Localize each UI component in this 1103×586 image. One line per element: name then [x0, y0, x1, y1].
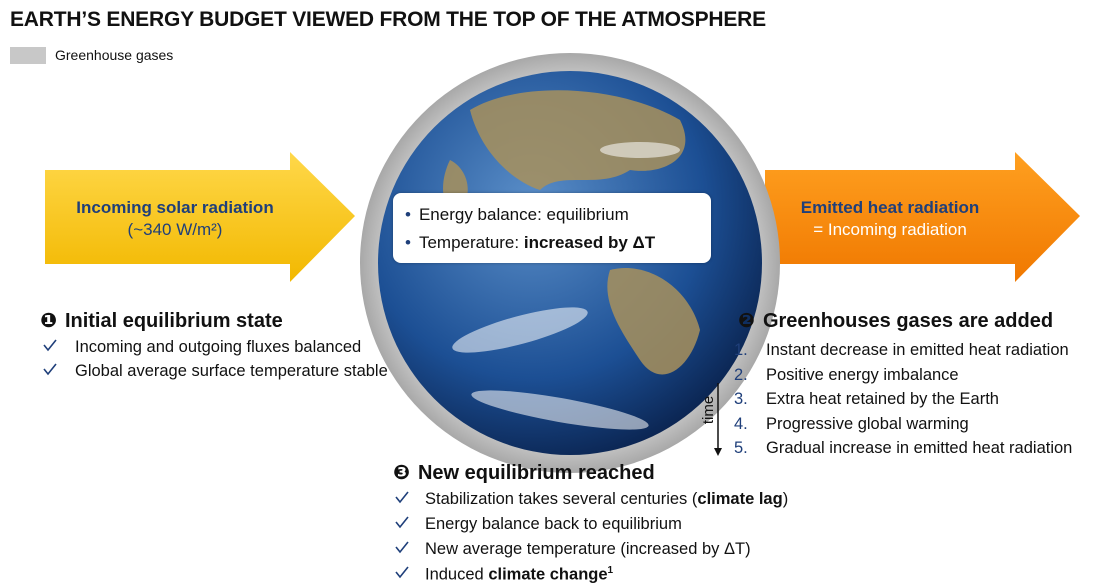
- time-arrow-head: [714, 448, 722, 456]
- section-title: ❶ Initial equilibrium state: [40, 308, 283, 333]
- center-line: •Temperature: increased by ΔT: [405, 233, 655, 253]
- numbered-item: 5.Gradual increase in emitted heat radia…: [734, 436, 1072, 461]
- incoming-value: (~340 W/m²): [45, 219, 305, 241]
- center-box: •Energy balance: equilibrium •Temperatur…: [393, 193, 711, 263]
- footnote-ref: 1: [608, 565, 614, 576]
- numbered-list: 1.Instant decrease in emitted heat radia…: [734, 338, 1072, 461]
- section-title: ❷ Greenhouses gases are added: [738, 308, 1053, 333]
- time-label: time: [700, 396, 717, 424]
- item-number: 1.: [734, 338, 766, 363]
- item-text: Extra heat retained by the Earth: [766, 390, 999, 408]
- numbered-item: 3.Extra heat retained by the Earth: [734, 387, 1072, 412]
- item-number: 5.: [734, 436, 766, 461]
- item-number: 2.: [734, 363, 766, 388]
- section-heading: Initial equilibrium state: [65, 310, 283, 332]
- incoming-title: Incoming solar radiation: [45, 197, 305, 219]
- center-text-bold: increased by ΔT: [524, 233, 655, 252]
- list-item: Energy balance back to equilibrium: [425, 515, 682, 534]
- numbered-item: 4.Progressive global warming: [734, 412, 1072, 437]
- title: EARTH’S ENERGY BUDGET VIEWED FROM THE TO…: [10, 8, 766, 32]
- item-text: Instant decrease in emitted heat radiati…: [766, 341, 1069, 359]
- emitted-arrow-text: Emitted heat radiation = Incoming radiat…: [765, 197, 1015, 241]
- legend-swatch: [10, 47, 46, 64]
- item-text: Induced: [425, 566, 488, 584]
- list-item: Incoming and outgoing fluxes balanced: [75, 338, 361, 357]
- item-text: Gradual increase in emitted heat radiati…: [766, 439, 1072, 457]
- list-item: Global average surface temperature stabl…: [75, 362, 388, 381]
- item-number: 4.: [734, 412, 766, 437]
- item-text: ): [783, 490, 789, 508]
- item-text: Stabilization takes several centuries (: [425, 490, 697, 508]
- page: time EARTH’S ENERGY BUDGET VIEWED FROM T…: [0, 0, 1103, 586]
- section-marker: ❸: [393, 460, 410, 484]
- center-text: Energy balance: equilibrium: [419, 205, 629, 224]
- legend-label: Greenhouse gases: [55, 47, 173, 63]
- item-text: Positive energy imbalance: [766, 366, 959, 384]
- emitted-subtitle: = Incoming radiation: [765, 219, 1015, 241]
- center-text: Temperature:: [419, 233, 524, 252]
- item-number: 3.: [734, 387, 766, 412]
- item-text: Progressive global warming: [766, 415, 969, 433]
- emitted-title: Emitted heat radiation: [765, 197, 1015, 219]
- list-item: Stabilization takes several centuries (c…: [425, 490, 788, 509]
- item-text-bold: climate lag: [697, 490, 782, 508]
- list-item: New average temperature (increased by ΔT…: [425, 540, 751, 559]
- item-text: New average temperature (increased by ΔT…: [425, 540, 751, 558]
- numbered-item: 2.Positive energy imbalance: [734, 363, 1072, 388]
- item-text: Energy balance back to equilibrium: [425, 515, 682, 533]
- section-marker: ❶: [40, 308, 57, 332]
- numbered-item: 1.Instant decrease in emitted heat radia…: [734, 338, 1072, 363]
- incoming-arrow-text: Incoming solar radiation (~340 W/m²): [45, 197, 305, 241]
- section-heading: New equilibrium reached: [418, 462, 655, 484]
- item-text-bold: climate change: [488, 566, 607, 584]
- section-heading: Greenhouses gases are added: [763, 310, 1053, 332]
- list-item: Induced climate change1: [425, 565, 613, 585]
- center-line: •Energy balance: equilibrium: [405, 205, 629, 225]
- section-marker: ❷: [738, 308, 755, 332]
- section-title: ❸ New equilibrium reached: [393, 460, 655, 485]
